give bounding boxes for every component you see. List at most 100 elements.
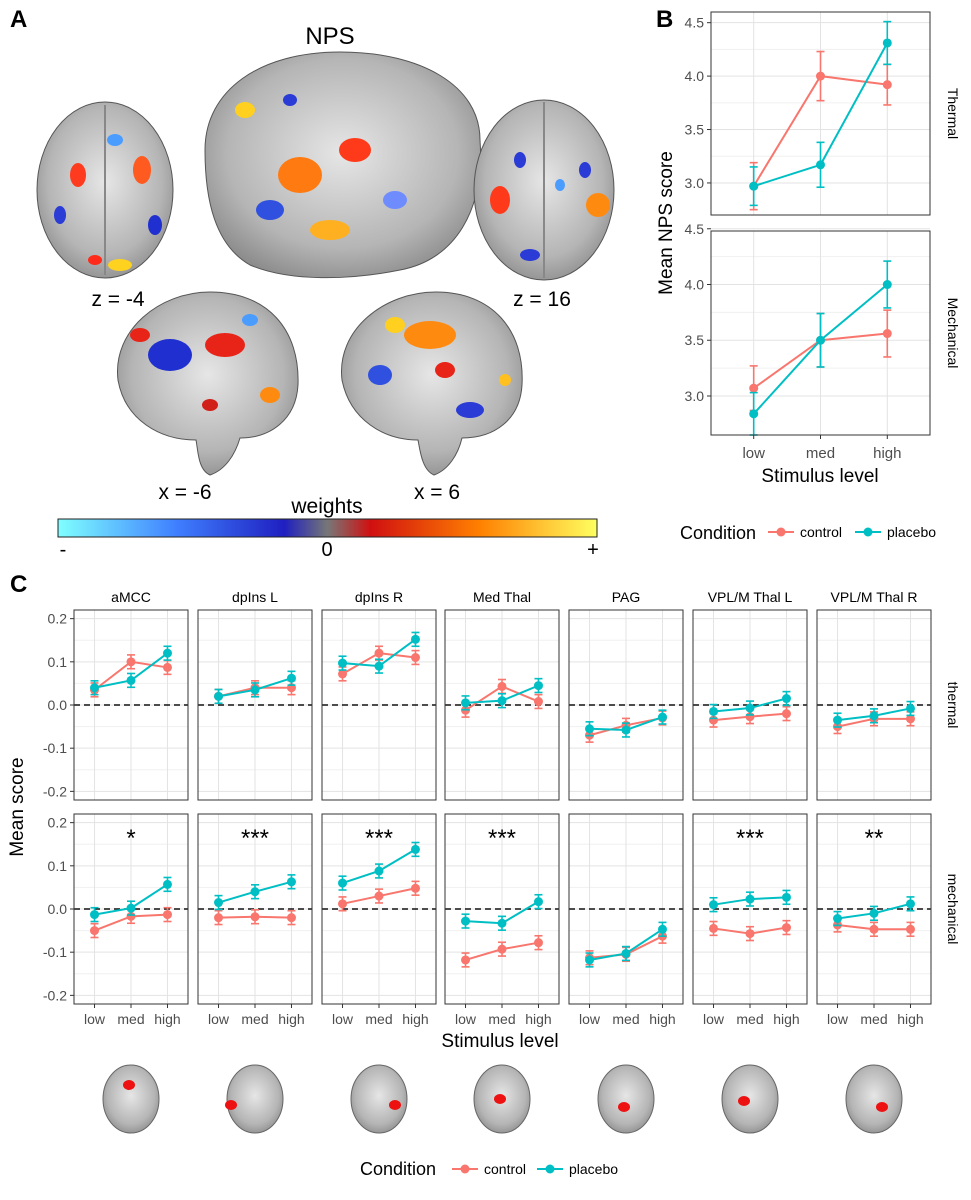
- series-placebo-point: [214, 898, 224, 908]
- series-placebo-point: [461, 916, 471, 926]
- x-tick-label: med: [860, 1011, 887, 1027]
- x-tick-label: med: [117, 1011, 144, 1027]
- series-placebo-point: [410, 844, 420, 854]
- panel-a: A NPS z = -4: [10, 6, 615, 561]
- column-strip-label: VPL/M Thal R: [831, 589, 918, 605]
- facet-mechanical-1: ***: [197, 813, 313, 1005]
- brain-slice-axial-z16: [473, 99, 615, 281]
- facet-mechanical: 3.0 3.5 4.0 4.5 Mechanical: [685, 221, 961, 436]
- column-strip-label: dpIns R: [355, 589, 403, 605]
- column-strip-label: VPL/M Thal L: [708, 589, 793, 605]
- x-tick-label: low: [332, 1011, 354, 1027]
- series-control-point: [745, 929, 755, 939]
- series-control-point: [816, 71, 825, 81]
- facet-mechanical-0: *: [73, 813, 189, 1005]
- brain-slice-axial-z-4: [36, 101, 174, 279]
- series-placebo-point: [533, 681, 543, 691]
- roi-brain-thumbnail: [225, 1064, 284, 1134]
- brain-slice-sagittal-x6: [341, 291, 523, 476]
- series-placebo-point: [461, 698, 471, 708]
- series-control-point: [126, 657, 136, 667]
- facet-thermal-1: [197, 609, 313, 801]
- x-tick-label: med: [806, 445, 835, 462]
- panel-b: B 3.0 3.5 4.0 4.5 Thermal 3.0 3.5 4.0 4.5 Mechani…: [656, 6, 961, 543]
- x-tick-label: low: [703, 1011, 725, 1027]
- series-control-point: [709, 923, 719, 933]
- series-placebo-point: [816, 335, 825, 345]
- legend: Condition control placebo: [360, 1159, 618, 1179]
- column-strip-label: dpIns L: [232, 589, 278, 605]
- series-control-point: [338, 669, 348, 679]
- series-control-point: [497, 681, 507, 691]
- series-placebo-point: [882, 38, 892, 48]
- column-strip-label: Med Thal: [473, 589, 531, 605]
- y-axis-label: Mean score: [7, 757, 28, 856]
- x-tick-label: high: [897, 1011, 923, 1027]
- series-control-point: [461, 955, 471, 965]
- legend-key-point: [545, 1164, 555, 1174]
- roi-marker: [123, 1080, 135, 1090]
- legend-title: Condition: [360, 1159, 436, 1179]
- facet-border: [321, 609, 437, 801]
- colorbar: weights - 0 +: [57, 495, 599, 561]
- series-control-point: [869, 924, 879, 934]
- facet-thermal-5: [692, 609, 808, 801]
- series-placebo-point: [126, 903, 136, 913]
- column-strip-label: PAG: [612, 589, 641, 605]
- legend-key-point: [863, 527, 873, 537]
- significance-marker: **: [865, 825, 884, 852]
- facet-border: [710, 11, 931, 216]
- facet-border: [816, 609, 932, 801]
- facet-border: [197, 609, 313, 801]
- legend-label-control: control: [800, 524, 842, 540]
- series-placebo-point: [250, 887, 260, 897]
- facet-thermal: 3.0 3.5 4.0 4.5 Thermal: [685, 11, 961, 216]
- y-tick-label: 0.0: [48, 697, 68, 713]
- series-placebo-point: [338, 658, 348, 668]
- y-tick-label: 0.0: [48, 901, 68, 917]
- series-placebo-point: [709, 706, 719, 716]
- row-strip-label: mechanical: [945, 874, 961, 945]
- roi-marker: [876, 1102, 888, 1112]
- slice-label-x6: x = 6: [414, 481, 460, 504]
- series-control-point: [250, 912, 260, 922]
- series-control-point: [905, 714, 915, 724]
- series-placebo-point: [497, 918, 507, 928]
- brain-3d-render: [204, 51, 482, 279]
- roi-marker: [389, 1100, 401, 1110]
- series-control-point: [410, 883, 420, 893]
- series-placebo-point: [745, 894, 755, 904]
- series-placebo-point: [749, 181, 759, 191]
- facet-mechanical-6: **: [816, 813, 932, 1005]
- significance-marker: *: [126, 825, 135, 852]
- y-tick-label: 0.1: [48, 654, 68, 670]
- x-tick-label: high: [525, 1011, 551, 1027]
- facet-thermal-6: [816, 609, 932, 801]
- roi-brain-outline: [102, 1064, 160, 1134]
- series-placebo-point: [497, 696, 507, 706]
- x-tick-label: med: [612, 1011, 639, 1027]
- colorbar-title: weights: [290, 495, 362, 518]
- y-tick-label: -0.2: [43, 987, 67, 1003]
- series-placebo-point: [126, 675, 136, 685]
- significance-marker: ***: [241, 825, 269, 852]
- facet-mechanical-2: ***: [321, 813, 437, 1005]
- series-control-point: [905, 924, 915, 934]
- panel-a-title: NPS: [305, 23, 354, 50]
- roi-marker: [494, 1094, 506, 1104]
- series-placebo-point: [338, 878, 348, 888]
- series-control-point: [410, 653, 420, 662]
- series-placebo-point: [214, 691, 224, 701]
- roi-brain-thumbnail: [473, 1064, 531, 1134]
- slice-label-z-4: z = -4: [91, 288, 144, 311]
- y-tick-label: -0.1: [43, 944, 67, 960]
- series-placebo-point: [585, 724, 595, 734]
- y-tick-label: 3.0: [685, 175, 705, 191]
- significance-marker: ***: [365, 825, 393, 852]
- y-tick-label: 4.5: [685, 15, 705, 31]
- x-tick-label: low: [579, 1011, 601, 1027]
- series-placebo-point: [833, 715, 843, 725]
- y-tick-label: 0.1: [48, 858, 68, 874]
- series-control-point: [749, 383, 759, 393]
